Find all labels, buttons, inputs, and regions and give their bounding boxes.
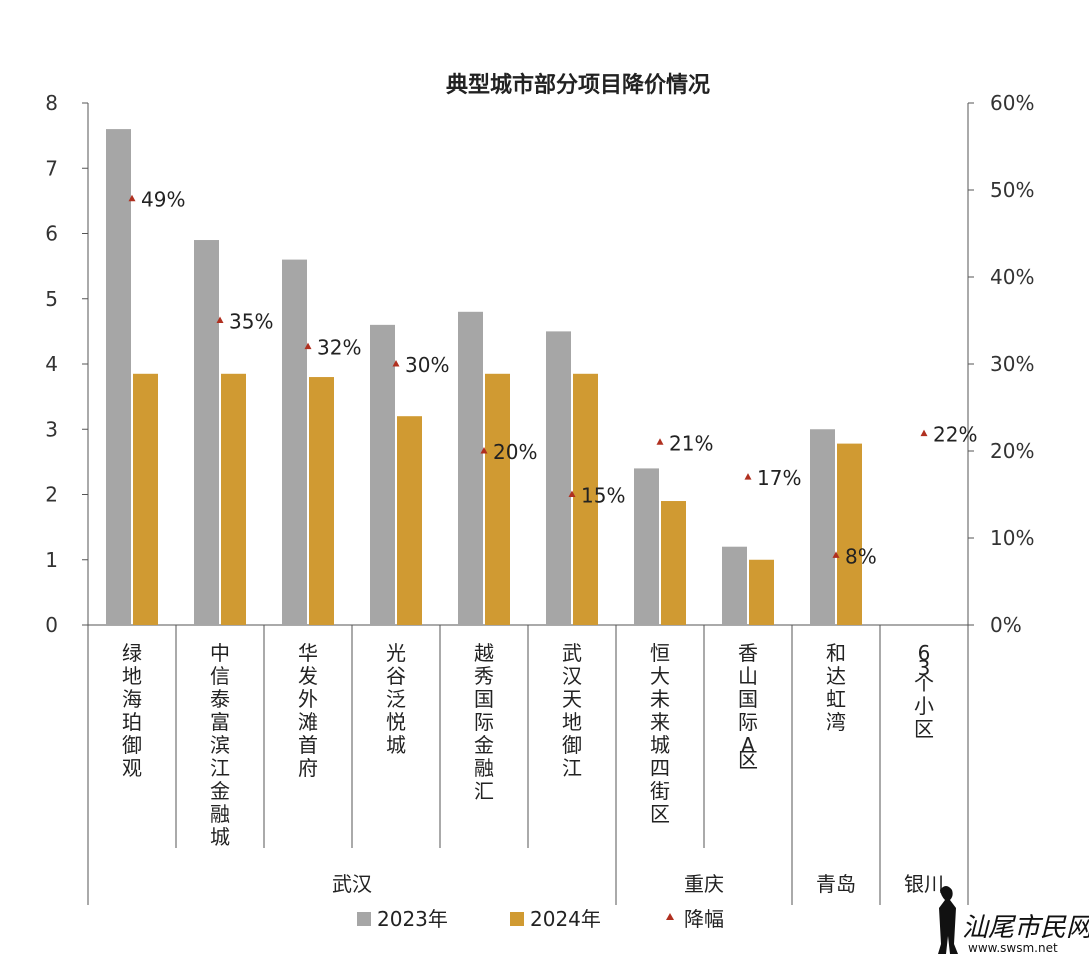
category-label: 恒大未来城四街区 <box>650 641 670 826</box>
bar-2024 <box>221 373 246 625</box>
markers: 49% 35% 32% 30% 20% 15% 21% 17% 8% 22% <box>128 188 977 568</box>
legend: 2023年 2024年 降幅 <box>357 907 724 931</box>
drop-data-label: 35% <box>229 310 273 334</box>
bar-2024 <box>573 373 598 625</box>
bar-2024 <box>309 377 334 625</box>
category-label: 光谷泛悦城 <box>386 641 406 757</box>
category-label: 越秀国际金融汇 <box>474 641 494 803</box>
category-label: 武汉天地御江 <box>562 641 582 780</box>
drop-marker <box>392 360 400 367</box>
drop-data-label: 21% <box>669 431 713 455</box>
chart-title: 典型城市部分项目降价情况 <box>446 72 710 98</box>
bar-2023 <box>810 429 835 625</box>
drop-data-label: 49% <box>141 188 185 212</box>
drop-marker <box>216 316 224 323</box>
legend-marker-drop <box>666 913 674 920</box>
right-tick-label: 20% <box>990 439 1034 463</box>
left-tick-label: 1 <box>45 548 58 572</box>
bar-2023 <box>282 259 307 625</box>
category-labels: 绿地海珀御观 中信泰富滨江金融城 华发外滩首府 光谷泛悦城 越秀国际金融汇 武汉天地御江 恒… <box>122 641 944 896</box>
axes: 0 1 2 3 4 5 6 7 8 0% 10% 20% 30% 40% 50% 60% <box>45 91 1034 905</box>
left-tick-label: 8 <box>45 91 58 115</box>
drop-data-label: 17% <box>757 466 801 490</box>
bar-2023 <box>370 324 395 625</box>
watermark-figure-icon <box>938 886 958 954</box>
category-label: 香山国际 A 区 <box>738 641 758 772</box>
bar-2023 <box>194 240 219 625</box>
left-tick-label: 2 <box>45 483 58 507</box>
category-label: 中信泰富滨江金融城 <box>210 641 230 849</box>
left-tick-label: 3 <box>45 417 58 441</box>
bar-2023 <box>458 311 483 625</box>
drop-data-label: 20% <box>493 440 537 464</box>
drop-marker <box>128 194 136 202</box>
drop-marker <box>656 438 664 445</box>
drop-data-label: 32% <box>317 336 361 360</box>
right-tick-label: 40% <box>990 265 1034 289</box>
bar-2023 <box>546 331 571 625</box>
drop-data-label: 22% <box>933 423 977 447</box>
right-tick-label: 0% <box>990 613 1022 637</box>
group-label: 青岛 <box>816 872 856 896</box>
category-label: 绿地海珀御观 <box>122 641 142 780</box>
drop-marker <box>744 473 752 480</box>
legend-label-2024: 2024年 <box>530 907 601 931</box>
category-label: 6 3 个小区 <box>914 641 934 741</box>
drop-marker <box>304 342 312 350</box>
category-label: 和达虹湾 <box>826 641 846 734</box>
drop-marker <box>568 490 576 497</box>
drop-data-label: 15% <box>581 484 625 508</box>
drop-marker <box>480 447 488 454</box>
bar-2024 <box>661 501 686 625</box>
left-tick-label: 7 <box>45 156 58 180</box>
left-tick-label: 6 <box>45 222 58 246</box>
bar-2023 <box>634 468 659 625</box>
watermark-brand: 汕尾市民网 <box>962 913 1089 943</box>
group-label: 重庆 <box>684 872 724 896</box>
right-tick-label: 10% <box>990 526 1034 550</box>
legend-swatch-2023 <box>357 912 371 926</box>
category-label: 华发外滩首府 <box>298 641 318 780</box>
left-tick-label: 0 <box>45 613 58 637</box>
drop-marker <box>920 429 928 437</box>
watermark-url: www.swsm.net <box>968 941 1058 955</box>
legend-label-2023: 2023年 <box>377 907 448 931</box>
legend-swatch-2024 <box>510 912 524 926</box>
group-label: 武汉 <box>332 872 372 896</box>
drop-marker <box>832 551 840 558</box>
drop-data-label: 8% <box>845 544 877 568</box>
bar-2023 <box>106 129 131 625</box>
bar-2023 <box>722 546 747 625</box>
left-tick-label: 4 <box>45 352 58 376</box>
bars <box>106 129 862 625</box>
left-tick-label: 5 <box>45 287 58 311</box>
bar-2024 <box>133 373 158 625</box>
bar-2024 <box>485 373 510 625</box>
bar-2024 <box>837 443 862 625</box>
right-tick-label: 30% <box>990 352 1034 376</box>
bar-2024 <box>397 416 422 625</box>
legend-label-drop: 降幅 <box>684 907 724 931</box>
right-tick-label: 50% <box>990 178 1034 202</box>
right-tick-label: 60% <box>990 91 1034 115</box>
group-label: 银川 <box>904 872 944 896</box>
drop-data-label: 30% <box>405 353 449 377</box>
bar-2024 <box>749 559 774 625</box>
